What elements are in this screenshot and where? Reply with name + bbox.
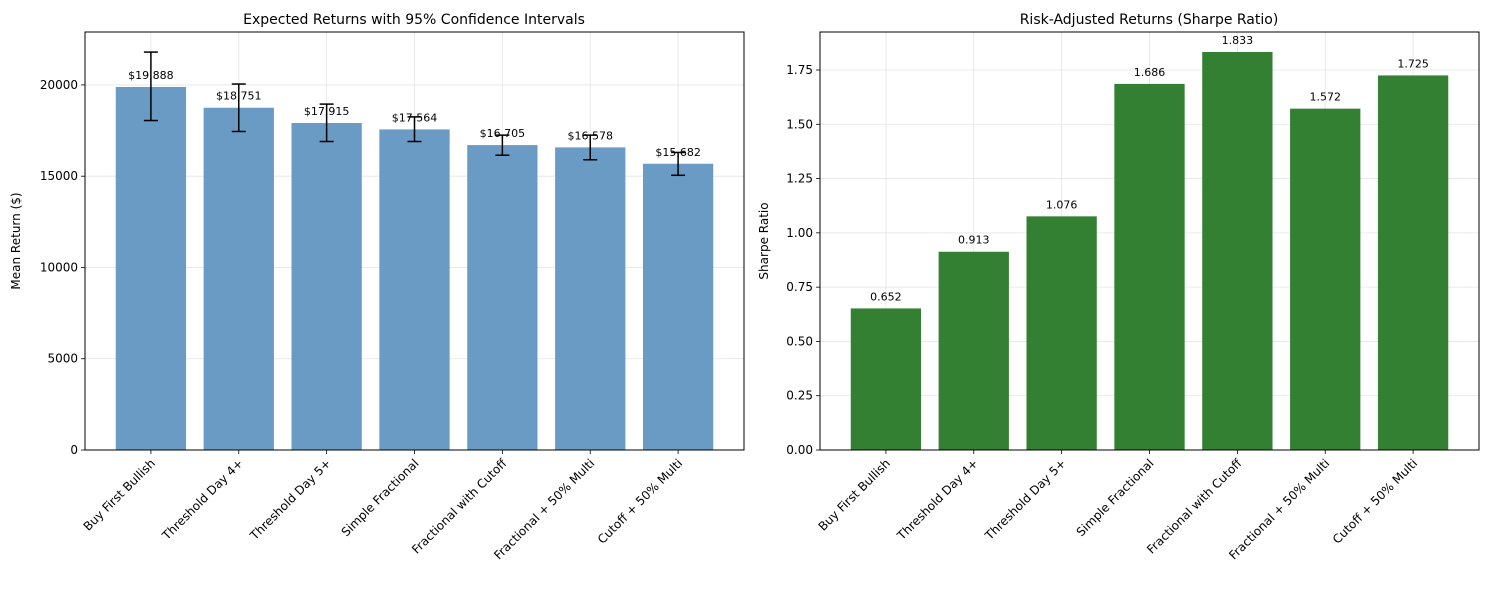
- y-tick-label: 20000: [40, 78, 78, 92]
- bar: [1026, 216, 1097, 450]
- bar: [379, 129, 450, 450]
- data-label: 0.652: [870, 290, 902, 303]
- data-label: 0.913: [958, 234, 990, 247]
- data-label: $18,751: [216, 90, 262, 103]
- plot-frame: [819, 31, 1480, 451]
- bar: [555, 147, 626, 450]
- data-label: $19,888: [128, 69, 174, 82]
- y-axis-label: Sharpe Ratio: [757, 202, 771, 279]
- y-axis-label: Mean Return ($): [9, 192, 23, 289]
- y-tick-label: 10000: [40, 260, 78, 274]
- bar: [115, 86, 187, 450]
- bars: [115, 86, 714, 450]
- bar: [1202, 51, 1273, 450]
- y-tick-label: 1.25: [786, 172, 813, 186]
- bar: [291, 122, 362, 450]
- y-tick-label: 1.00: [786, 226, 813, 240]
- y-ticks: 0.00 0.25 0.50 0.75 1.00 1.25 1.50 1.75: [786, 63, 820, 457]
- y-tick-label: 0.75: [786, 280, 813, 294]
- data-label: $17,564: [392, 111, 438, 124]
- bar: [1377, 75, 1449, 450]
- data-labels: $19,888 $18,751 $17,915 $17,564 $16,705 $16,5…: [128, 69, 701, 159]
- data-label: 1.572: [1309, 91, 1341, 104]
- data-label: 1.833: [1222, 34, 1254, 47]
- chart-title: Expected Returns with 95% Confidence Int…: [243, 12, 585, 28]
- data-label: $15,682: [655, 146, 701, 159]
- y-tick-label: 0.50: [786, 334, 813, 348]
- bar: [1114, 83, 1185, 450]
- y-tick-label: 0.00: [786, 443, 813, 457]
- bar: [203, 107, 274, 450]
- data-labels: 0.652 0.913 1.076 1.686 1.833 1.572 1.725: [870, 34, 1429, 303]
- y-tick-label: 5000: [47, 352, 78, 366]
- chart-title: Risk-Adjusted Returns (Sharpe Ratio): [1020, 12, 1279, 28]
- data-label: 1.686: [1134, 66, 1166, 79]
- bars: [850, 51, 1449, 450]
- y-tick-label: 1.75: [786, 63, 813, 77]
- bar: [1290, 108, 1361, 450]
- data-label: $16,705: [480, 127, 526, 140]
- error-bars: [143, 51, 686, 177]
- bar: [467, 145, 538, 450]
- bar: [642, 163, 714, 450]
- bar: [850, 308, 922, 450]
- data-label: $16,578: [567, 129, 613, 142]
- bar: [938, 251, 1009, 450]
- y-tick-label: 15000: [40, 169, 78, 183]
- y-tick-label: 0.25: [786, 389, 813, 403]
- plot-frame: [84, 31, 745, 451]
- data-label: $17,915: [304, 105, 350, 118]
- y-tick-label: 0: [70, 443, 78, 457]
- data-label: 1.725: [1397, 57, 1429, 70]
- y-tick-label: 1.50: [786, 117, 813, 131]
- data-label: 1.076: [1046, 198, 1078, 211]
- y-ticks: 0 5000 10000 15000 20000: [40, 78, 85, 457]
